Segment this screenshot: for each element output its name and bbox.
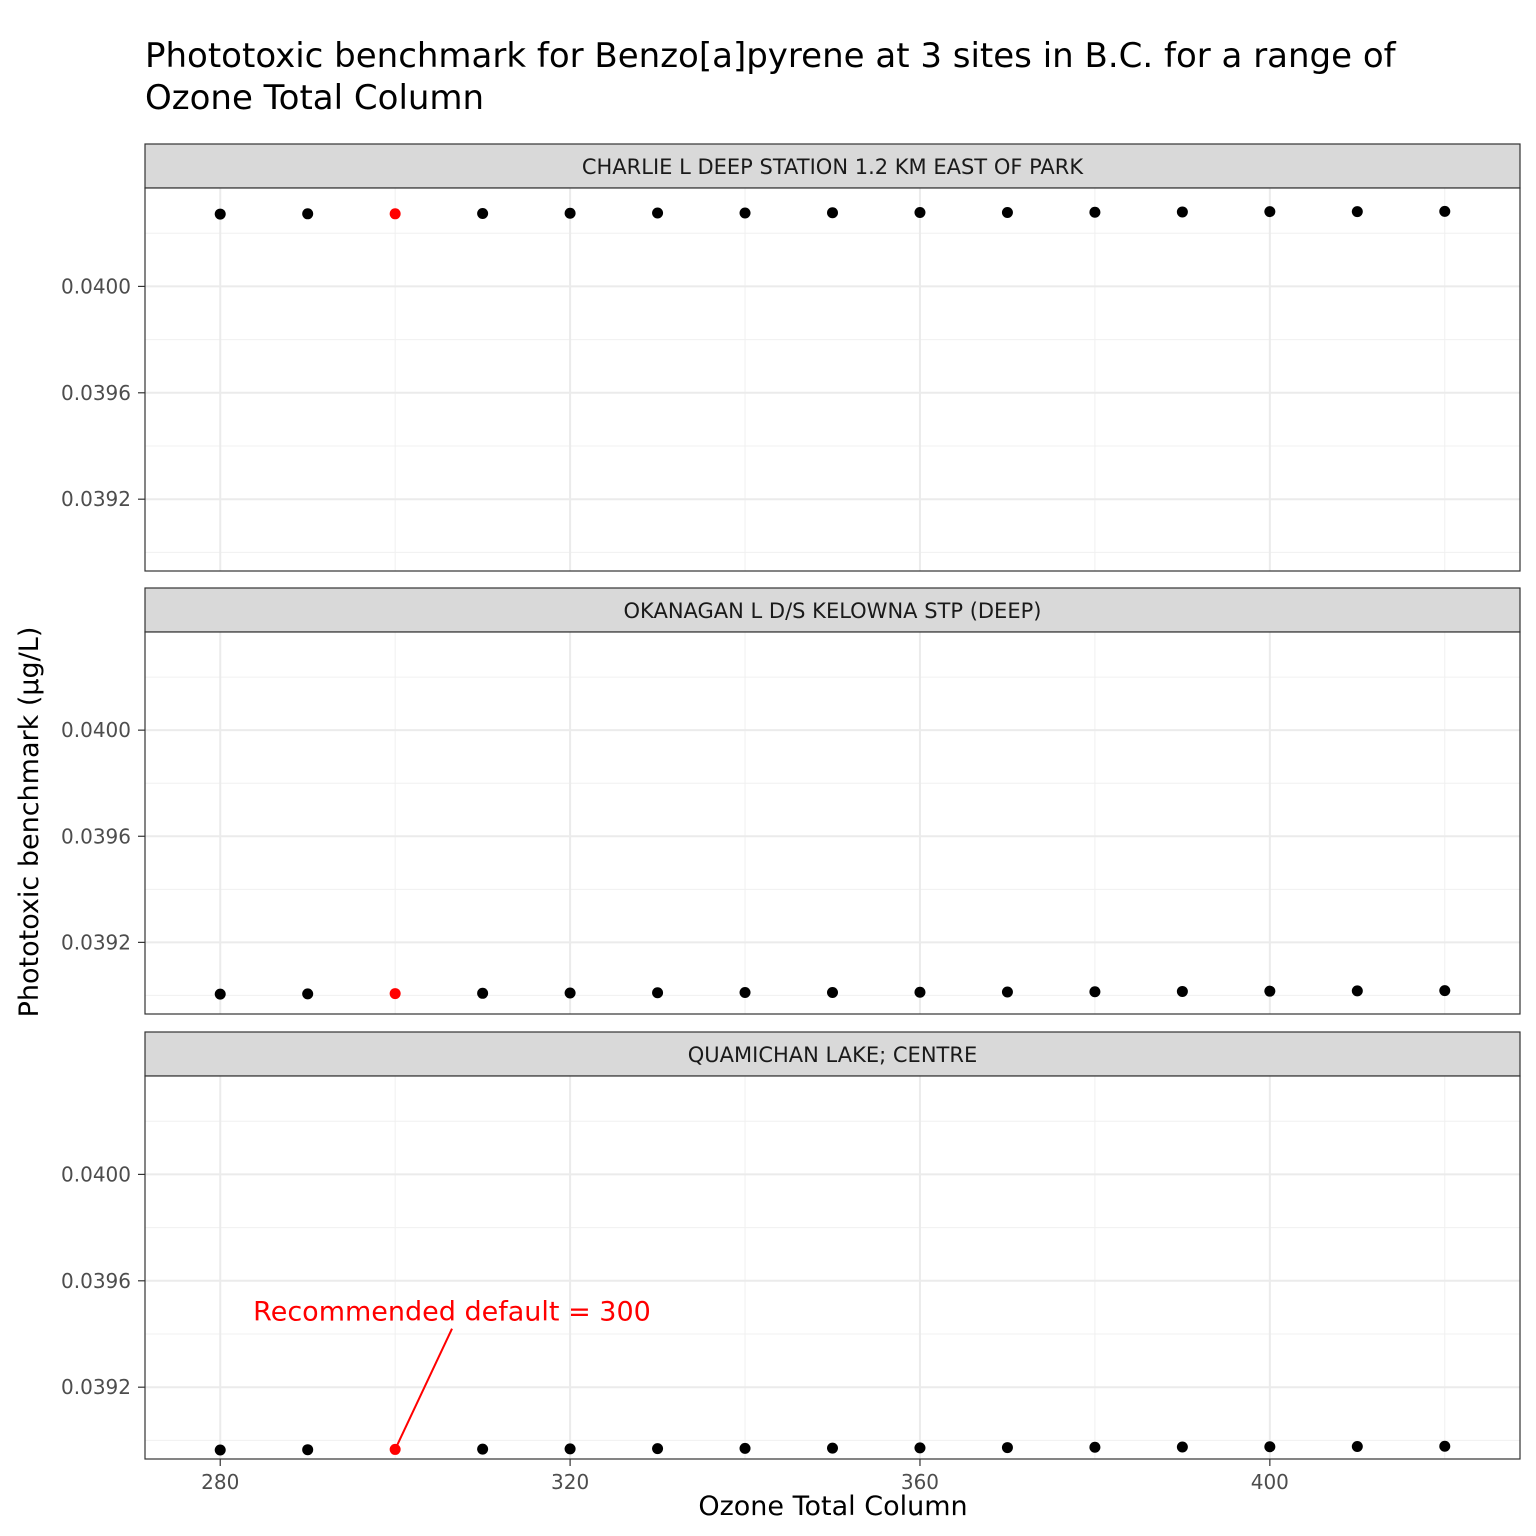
data-point	[652, 1443, 664, 1455]
data-point	[739, 207, 751, 219]
chart-title-line-1: Phototoxic benchmark for Benzo[a]pyrene …	[145, 36, 1397, 76]
data-point	[564, 987, 576, 999]
data-point	[1176, 1441, 1188, 1453]
x-tick-label: 280	[201, 1470, 239, 1494]
data-point	[302, 1444, 314, 1456]
y-tick-label: 0.0392	[61, 930, 131, 954]
y-tick-label: 0.0396	[61, 824, 131, 848]
x-axis: 280 320 360 400	[201, 1459, 1289, 1494]
x-tick-label: 360	[901, 1470, 939, 1494]
panel-border	[144, 187, 1521, 572]
y-tick-label: 0.0396	[61, 381, 131, 405]
data-point	[739, 1442, 751, 1454]
y-tick-label: 0.0400	[61, 718, 131, 742]
data-point	[564, 207, 576, 219]
facet-strip	[144, 587, 1521, 633]
data-point	[1439, 1440, 1451, 1452]
data-point	[1001, 1442, 1013, 1454]
data-point	[914, 1442, 926, 1454]
data-point	[214, 988, 226, 1000]
facet-strip	[144, 143, 1521, 189]
data-point	[477, 987, 489, 999]
chart-title-line-2: Ozone Total Column	[145, 78, 484, 118]
data-point	[477, 208, 489, 220]
highlighted-data-point	[389, 988, 401, 1000]
data-point	[564, 1443, 576, 1455]
data-point	[1001, 986, 1013, 998]
panel-background	[145, 632, 1520, 1014]
data-point	[302, 208, 314, 220]
data-point	[1264, 1441, 1276, 1453]
data-point	[827, 987, 838, 999]
y-axis-title: Phototoxic benchmark (µg/L)	[14, 627, 45, 1018]
highlighted-data-point	[389, 1443, 401, 1455]
x-tick-label: 320	[551, 1470, 589, 1494]
data-point	[1351, 1440, 1363, 1452]
x-tick-label: 400	[1251, 1470, 1289, 1494]
data-point	[1089, 1441, 1101, 1453]
facet-strip	[144, 1031, 1521, 1077]
panel-border	[144, 631, 1521, 1015]
data-point	[827, 207, 838, 219]
annotation-leader-line	[394, 1328, 453, 1450]
data-point	[1351, 985, 1363, 997]
facet-strip-label: OKANAGAN L D/S KELOWNA STP (DEEP)	[624, 599, 1042, 623]
x-axis-title: Ozone Total Column	[698, 1491, 967, 1522]
data-point	[1351, 206, 1363, 218]
data-point	[477, 1443, 489, 1455]
panel-border	[144, 1075, 1521, 1460]
y-tick-label: 0.0392	[61, 487, 131, 511]
data-point	[1439, 205, 1451, 217]
data-point	[214, 1444, 226, 1456]
data-point	[652, 207, 664, 219]
data-point	[1264, 206, 1276, 218]
data-point	[1089, 986, 1101, 998]
y-tick-label: 0.0400	[61, 274, 131, 298]
data-point	[652, 987, 664, 999]
data-point	[827, 1442, 838, 1454]
annotation-label: Recommended default = 300	[253, 1297, 651, 1328]
highlighted-data-point	[389, 208, 401, 220]
facet-panels: CHARLIE L DEEP STATION 1.2 KM EAST OF PA…	[61, 143, 1521, 1460]
facet-panel-2: OKANAGAN L D/S KELOWNA STP (DEEP) 0.0392 0…	[61, 587, 1521, 1015]
data-point	[214, 208, 226, 220]
data-point	[1439, 985, 1451, 997]
data-point	[914, 986, 926, 998]
data-point	[1176, 985, 1188, 997]
panel-background	[145, 188, 1520, 571]
data-point	[1176, 206, 1188, 218]
data-point	[1089, 206, 1101, 218]
y-tick-label: 0.0400	[61, 1162, 131, 1186]
data-point	[1001, 206, 1013, 218]
data-point	[302, 988, 314, 1000]
panel-background	[145, 1076, 1520, 1459]
data-point	[914, 206, 926, 218]
data-point	[1264, 985, 1276, 997]
facet-strip-label: QUAMICHAN LAKE; CENTRE	[688, 1043, 977, 1067]
y-tick-label: 0.0392	[61, 1375, 131, 1399]
y-tick-label: 0.0396	[61, 1269, 131, 1293]
facet-panel-3: QUAMICHAN LAKE; CENTRE 0.0392 0.0396 0.0400…	[61, 1031, 1521, 1460]
facet-panel-1: CHARLIE L DEEP STATION 1.2 KM EAST OF PA…	[61, 143, 1521, 572]
facet-strip-label: CHARLIE L DEEP STATION 1.2 KM EAST OF PA…	[582, 155, 1085, 179]
data-point	[739, 987, 751, 999]
